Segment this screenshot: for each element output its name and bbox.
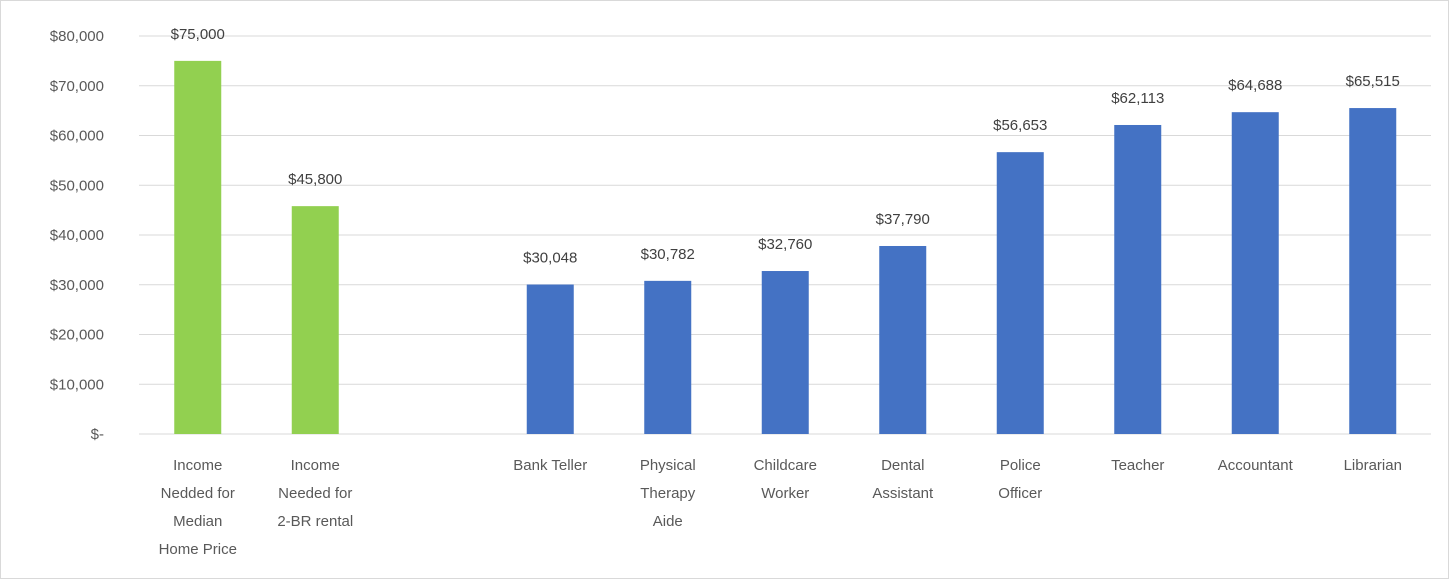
category-label-line: Needed for (278, 485, 352, 502)
category-label: Income Nedded for Median Home Price (159, 457, 237, 558)
category-label: Physical Therapy Aide (640, 457, 696, 530)
bar (879, 245, 927, 434)
y-tick-label: $10,000 (50, 376, 104, 393)
data-label: $30,782 (641, 246, 695, 263)
y-tick-label: $60,000 (50, 128, 104, 145)
category-label-line: Worker (761, 485, 809, 502)
category-label: Police Officer (998, 457, 1042, 502)
category-label: Librarian (1344, 457, 1402, 474)
category-label-line: Income (291, 457, 340, 474)
bar (1349, 108, 1397, 435)
y-tick-label: $20,000 (50, 327, 104, 344)
data-label: $64,688 (1228, 77, 1282, 94)
category-label-line: Median (173, 513, 222, 530)
y-tick-label: $80,000 (50, 28, 104, 45)
bar (761, 271, 809, 434)
category-label-line: Assistant (872, 485, 934, 502)
category-label-line: Income (173, 457, 222, 474)
data-label: $30,048 (523, 250, 577, 267)
category-label-line: Aide (653, 513, 683, 530)
category-label-line: Bank Teller (513, 457, 587, 474)
category-label-line: 2-BR rental (277, 513, 353, 530)
data-labels: $75,000 $45,800 $30,048 $30,782 $32,760 $37,7… (171, 26, 1400, 267)
data-label: $32,760 (758, 236, 812, 253)
category-label: Bank Teller (513, 457, 587, 474)
category-label-line: Home Price (159, 541, 237, 558)
data-label: $45,800 (288, 171, 342, 188)
category-label-line: Therapy (640, 485, 696, 502)
bar (1114, 124, 1162, 434)
bar (526, 284, 574, 434)
data-label: $62,113 (1111, 90, 1164, 107)
category-label: Accountant (1218, 457, 1294, 474)
bar (1231, 112, 1279, 435)
category-label-line: Teacher (1111, 457, 1164, 474)
bars (174, 60, 1397, 435)
y-tick-label: $30,000 (50, 277, 104, 294)
category-label: Income Needed for 2-BR rental (277, 457, 353, 530)
y-tick-label: $50,000 (50, 177, 104, 194)
bar (291, 206, 339, 434)
category-label-line: Dental (881, 457, 924, 474)
category-label-line: Accountant (1218, 457, 1294, 474)
category-label-line: Librarian (1344, 457, 1402, 474)
category-label-line: Nedded for (161, 485, 235, 502)
y-axis-ticks: $- $10,000 $20,000 $30,000 $40,000 $50,000 $60… (50, 28, 104, 443)
data-label: $37,790 (876, 211, 930, 228)
category-label: Childcare Worker (754, 457, 817, 502)
data-label: $65,515 (1346, 73, 1400, 90)
data-label: $56,653 (993, 117, 1047, 134)
category-label-line: Police (1000, 457, 1041, 474)
y-tick-label: $40,000 (50, 227, 104, 244)
gridlines (139, 35, 1431, 435)
bar (996, 152, 1044, 435)
category-labels: Income Nedded for Median Home Price Income Ne… (159, 457, 1402, 558)
category-label-line: Physical (640, 457, 696, 474)
category-label-line: Childcare (754, 457, 817, 474)
category-label: Teacher (1111, 457, 1164, 474)
category-label-line: Officer (998, 485, 1042, 502)
data-label: $75,000 (171, 26, 225, 43)
category-label: Dental Assistant (872, 457, 934, 502)
bar (174, 60, 222, 434)
y-tick-label: $- (91, 426, 104, 443)
y-tick-label: $70,000 (50, 78, 104, 95)
bar (644, 280, 692, 434)
